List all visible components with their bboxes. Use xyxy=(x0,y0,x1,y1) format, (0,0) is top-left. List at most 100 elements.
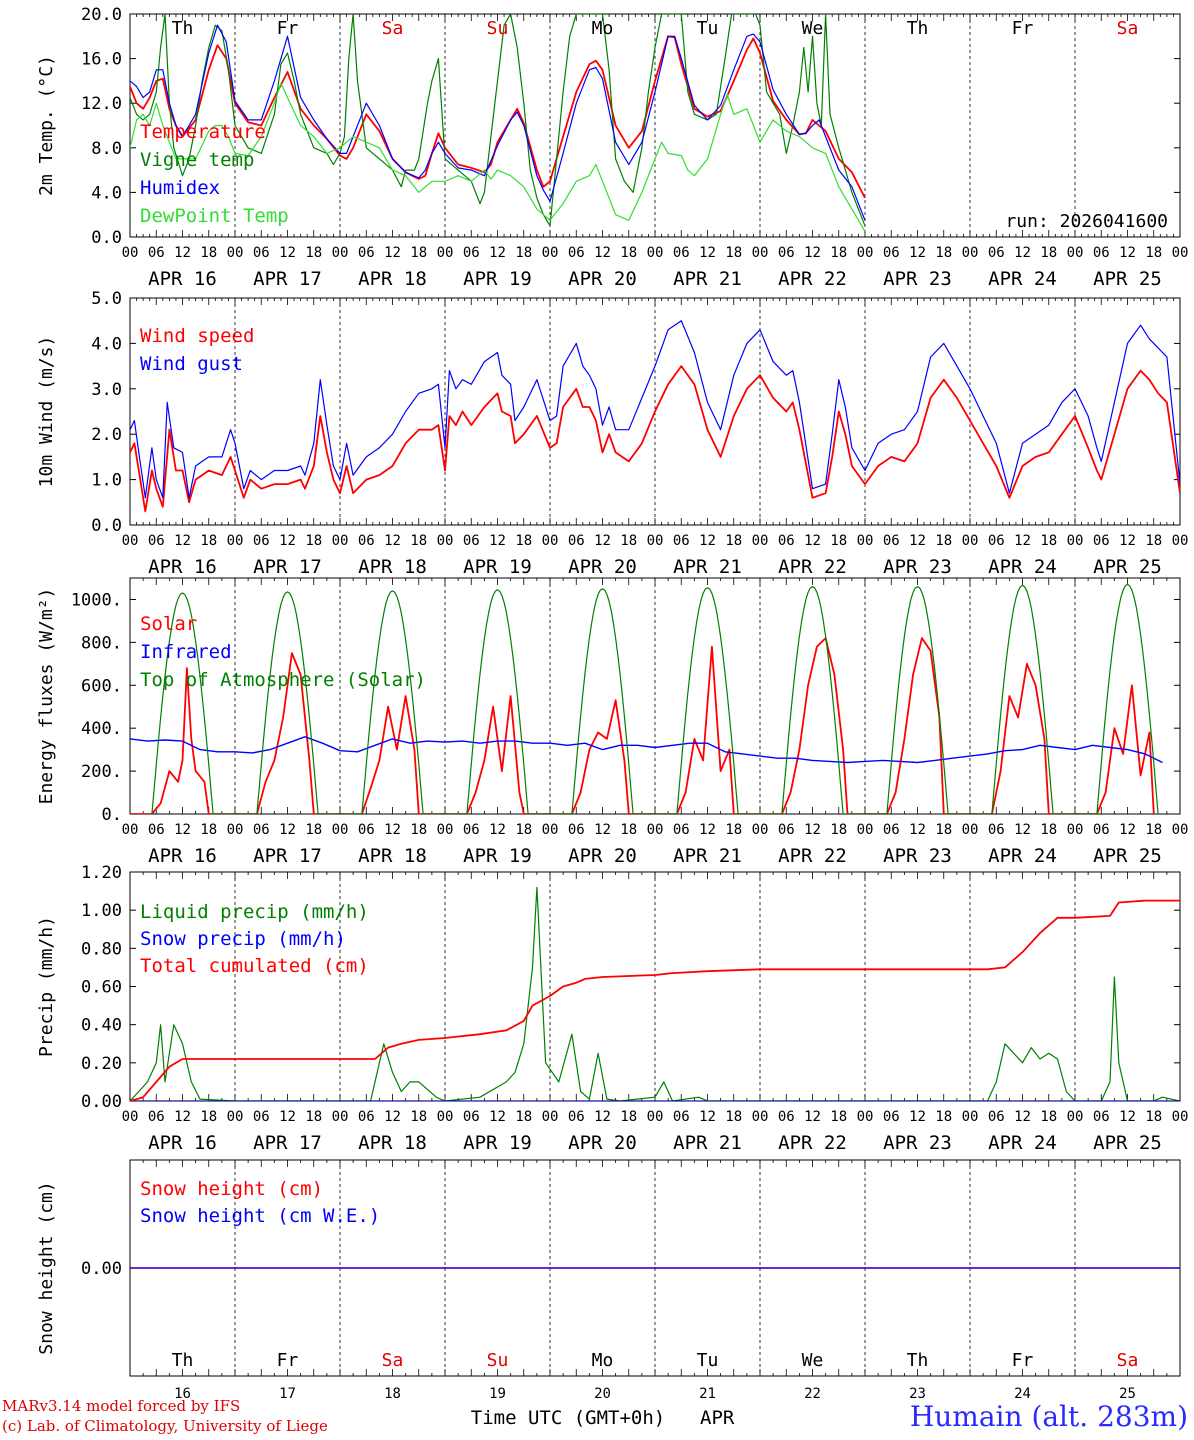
hour-tick-label: 18 xyxy=(830,533,847,549)
hour-tick-label: 12 xyxy=(804,533,821,549)
hour-tick-label: 18 xyxy=(410,1109,427,1125)
day-number-label: 20 xyxy=(594,1386,611,1402)
x-axis-label: Time UTC (GMT+0h) xyxy=(471,1407,665,1429)
hour-tick-label: 00 xyxy=(1172,533,1189,549)
legend-entry: Snow height (cm W.E.) xyxy=(140,1205,380,1227)
hour-tick-label: 06 xyxy=(883,822,900,838)
hour-tick-label: 00 xyxy=(647,533,664,549)
date-label: APR 25 xyxy=(1093,268,1162,290)
hour-tick-label: 18 xyxy=(1040,1109,1057,1125)
hour-tick-label: 00 xyxy=(752,533,769,549)
day-of-week-label: Th xyxy=(172,1350,194,1371)
date-label: APR 18 xyxy=(358,268,427,290)
date-label: APR 21 xyxy=(673,1132,742,1154)
hour-tick-label: 18 xyxy=(305,1109,322,1125)
y-tick-label: 8.0 xyxy=(91,139,122,159)
hour-tick-label: 12 xyxy=(804,1109,821,1125)
credits-model: MARv3.14 model forced by IFS xyxy=(2,1397,241,1415)
hour-tick-label: 00 xyxy=(227,822,244,838)
station-name: Humain (alt. 283m) xyxy=(909,1400,1188,1433)
day-of-week-label: Tu xyxy=(697,1350,719,1371)
hour-tick-label: 06 xyxy=(1093,1109,1110,1125)
hour-tick-label: 06 xyxy=(253,533,270,549)
date-label: APR 21 xyxy=(673,556,742,578)
hour-tick-label: 12 xyxy=(489,822,506,838)
hour-tick-label: 18 xyxy=(620,533,637,549)
hour-tick-label: 12 xyxy=(279,822,296,838)
y-tick-label: 4.0 xyxy=(91,334,122,354)
hour-tick-label: 06 xyxy=(568,533,585,549)
y-tick-label: 4.0 xyxy=(91,183,122,203)
y-tick-label: 0.60 xyxy=(81,978,122,998)
date-label: APR 21 xyxy=(673,268,742,290)
hour-tick-label: 00 xyxy=(437,822,454,838)
y-tick-label: 16.0 xyxy=(81,50,122,70)
y-axis-label: 2m Temp. (°C) xyxy=(36,55,57,196)
hour-tick-label: 18 xyxy=(1040,822,1057,838)
hour-tick-label: 12 xyxy=(489,245,506,261)
credits: MARv3.14 model forced by IFS (c) Lab. of… xyxy=(2,1396,328,1436)
day-number-label: 24 xyxy=(1014,1386,1031,1402)
credits-lab: (c) Lab. of Climatology, University of L… xyxy=(2,1417,328,1435)
hour-tick-label: 12 xyxy=(174,533,191,549)
day-of-week-label: Th xyxy=(172,18,194,39)
plot-area xyxy=(130,583,1163,814)
hour-tick-label: 18 xyxy=(200,533,217,549)
hour-tick-label: 18 xyxy=(1145,245,1162,261)
y-tick-label: 2.0 xyxy=(91,425,122,445)
hour-tick-label: 00 xyxy=(332,822,349,838)
hour-tick-label: 00 xyxy=(542,1109,559,1125)
panel-1: 0.0 4.0 8.0 12.0 16.0 20.0 2m Temp. (°C) Temper… xyxy=(36,5,1188,290)
hour-tick-label: 06 xyxy=(1093,533,1110,549)
hour-tick-label: 00 xyxy=(122,822,139,838)
legend-entry: Snow precip (mm/h) xyxy=(140,928,346,950)
hour-tick-label: 06 xyxy=(568,245,585,261)
date-label: APR 23 xyxy=(883,845,952,867)
hour-tick-label: 12 xyxy=(279,1109,296,1125)
hour-tick-label: 18 xyxy=(410,822,427,838)
hour-tick-label: 12 xyxy=(384,533,401,549)
hour-tick-label: 00 xyxy=(962,822,979,838)
hour-tick-label: 06 xyxy=(148,1109,165,1125)
panel-5: 0.00 Snow height (cm) Snow height (cm) Snow… xyxy=(36,1159,1181,1429)
y-tick-label: 0. xyxy=(102,805,122,825)
hour-tick-label: 06 xyxy=(358,1109,375,1125)
date-label: APR 22 xyxy=(778,845,847,867)
day-of-week-label: Fr xyxy=(1012,18,1034,39)
y-tick-label: 600. xyxy=(81,676,122,696)
hour-tick-label: 00 xyxy=(1067,533,1084,549)
hour-tick-label: 12 xyxy=(699,1109,716,1125)
y-tick-label: 1.0 xyxy=(91,471,122,491)
hour-tick-label: 06 xyxy=(253,1109,270,1125)
y-tick-label: 3.0 xyxy=(91,380,122,400)
hour-tick-label: 18 xyxy=(725,245,742,261)
y-tick-label: 400. xyxy=(81,719,122,739)
hour-tick-label: 18 xyxy=(200,822,217,838)
series-total-cumulated-cm xyxy=(130,899,1180,1101)
hour-tick-label: 12 xyxy=(1014,533,1031,549)
hour-tick-label: 12 xyxy=(384,245,401,261)
hour-tick-label: 12 xyxy=(279,245,296,261)
date-label: APR 18 xyxy=(358,845,427,867)
day-number-label: 18 xyxy=(384,1386,401,1402)
hour-tick-label: 00 xyxy=(857,822,874,838)
hour-tick-label: 18 xyxy=(305,533,322,549)
hour-tick-label: 00 xyxy=(647,245,664,261)
hour-tick-label: 00 xyxy=(437,533,454,549)
y-tick-label: 0.00 xyxy=(81,1259,122,1279)
hour-tick-label: 18 xyxy=(935,245,952,261)
hour-tick-label: 06 xyxy=(673,533,690,549)
hour-tick-label: 18 xyxy=(830,245,847,261)
y-tick-label: 200. xyxy=(81,762,122,782)
hour-tick-label: 06 xyxy=(778,822,795,838)
hour-tick-label: 12 xyxy=(699,533,716,549)
legend-entry: Humidex xyxy=(140,177,220,199)
hour-tick-label: 12 xyxy=(384,1109,401,1125)
day-of-week-label: Th xyxy=(907,18,929,39)
date-label: APR 17 xyxy=(253,556,322,578)
legend-entry: Wind gust xyxy=(140,353,243,375)
series-humidex xyxy=(130,24,866,221)
hour-tick-label: 18 xyxy=(515,822,532,838)
hour-tick-label: 06 xyxy=(358,822,375,838)
